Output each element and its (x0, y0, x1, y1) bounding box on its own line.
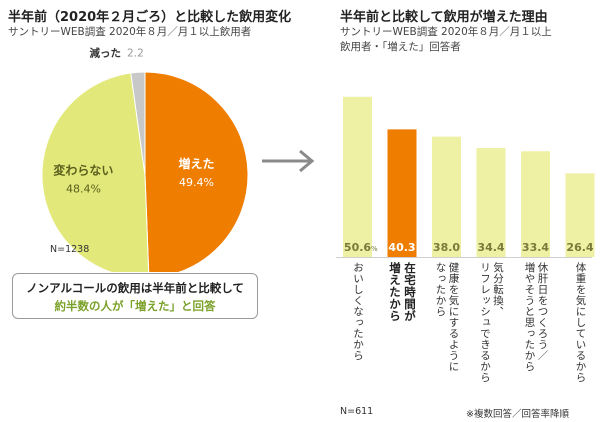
bar-3 (432, 137, 461, 257)
pie-value-unchanged: 48.4% (66, 182, 101, 195)
right-chart-subtitle-line1: サントリーWEB調査 2020年８月／月１以上 (340, 24, 552, 39)
bar-chart: 50.6% 40.3 38.0 34.4 33.4 26.4 (330, 50, 600, 262)
right-chart-title: 半年前と比較して飲用が増えた理由 (340, 6, 548, 25)
bar-2 (388, 129, 417, 257)
left-sample-size: N=1238 (50, 244, 89, 255)
bar-value-5: 33.4 (522, 241, 549, 254)
bar-value-3: 38.0 (433, 241, 460, 254)
bar-category-6: 体重を気にしているから (574, 262, 587, 383)
arrow-right-icon (258, 146, 320, 176)
pie-value-increased: 49.4% (179, 176, 214, 189)
pie-chart: 増えた 49.4% 変わらない 48.4% 減った 2.2 (0, 40, 300, 272)
left-chart-subtitle: サントリーWEB調査 2020年８月／月１以上飲用者 (8, 24, 251, 39)
callout-line1: ノンアルコールの飲用は半年前と比較して (13, 280, 257, 296)
callout-box: ノンアルコールの飲用は半年前と比較して 約半数の人が「増えた」と回答 (12, 273, 258, 319)
pie-label-unchanged: 変わらない (53, 162, 113, 177)
bar-value-1: 50.6 (344, 241, 371, 254)
pie-slice-increased (145, 72, 248, 272)
pie-label-increased: 増えた (178, 156, 214, 171)
bar-category-4: 気分転換、 リフレッシュできるから (478, 262, 504, 383)
bar-1 (343, 97, 372, 257)
callout-line2: 約半数の人が「増えた」と回答 (13, 298, 257, 314)
pie-label-decreased: 減った (90, 46, 122, 59)
bar-category-5: 休肝日をつくろう／ 増やそうと思ったから (523, 262, 549, 372)
right-footnote: ※複数回答／回答率降順 (466, 406, 569, 420)
bar-category-1: おいしくなったから (351, 262, 364, 361)
left-chart-title: 半年前（2020年２月ごろ）と比較した飲用変化 (8, 6, 291, 25)
pie-value-decreased: 2.2 (127, 47, 144, 59)
bar-value-6: 26.4 (566, 241, 593, 254)
bar-value-2: 40.3 (388, 241, 415, 254)
bar-category-2: 在宅時間が 増えたから (387, 262, 417, 322)
bar-category-3: 健康を気にするように なったから (434, 262, 460, 372)
bar-unit: % (371, 245, 378, 253)
right-sample-size: N=611 (340, 406, 373, 417)
bar-value-4: 34.4 (477, 241, 504, 254)
